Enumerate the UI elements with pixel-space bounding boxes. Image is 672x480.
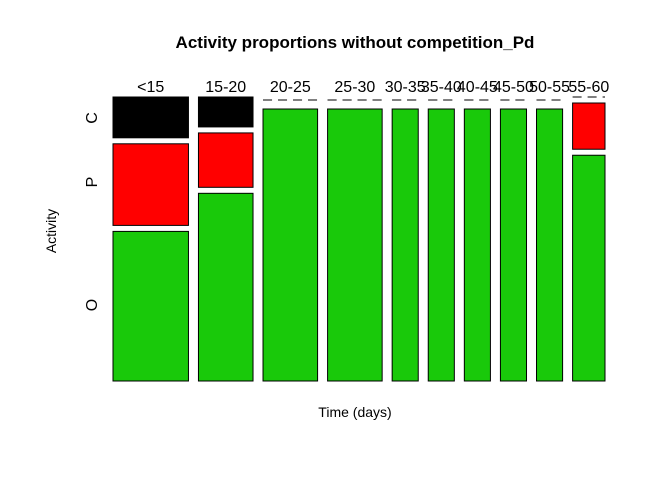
mosaic-cell-o [327,108,383,382]
column-label: 25-30 [334,79,375,96]
row-label-p: P [84,177,101,188]
mosaic-cell-p [572,102,606,150]
mosaic-cell-o [463,108,491,382]
column-label: 50-55 [529,79,570,96]
x-axis-label: Time (days) [318,404,391,420]
column-label: 15-20 [205,79,246,96]
mosaic-cell-o [391,108,419,382]
row-label-o: O [84,299,101,311]
column-label: 20-25 [270,79,311,96]
mosaic-cell-c [112,96,189,139]
y-axis-label: Activity [43,209,59,253]
mosaic-cell-o [536,108,564,382]
mosaic-cell-o [197,192,254,382]
column-label: <15 [137,79,164,96]
mosaic-cell-p [197,132,254,188]
column-label: 55-60 [568,79,609,96]
mosaic-cell-o [112,230,189,382]
mosaic-cell-o [427,108,455,382]
mosaic-cell-o [499,108,528,382]
mosaic-cell-o [262,108,319,382]
mosaic-cell-p [112,143,189,226]
chart-title: Activity proportions without competition… [176,33,535,52]
column-label: 35-40 [421,79,462,96]
row-label-c: C [84,112,101,124]
mosaic-cell-o [572,154,606,382]
column-label: 40-45 [457,79,498,96]
plot-area: O P C <15 15-20 20-25 25-30 30-3535-4040-4545-5… [84,79,609,382]
mosaic-cell-c [197,96,254,128]
column-label: 30-35 [385,79,426,96]
column-label: 45-50 [493,79,534,96]
